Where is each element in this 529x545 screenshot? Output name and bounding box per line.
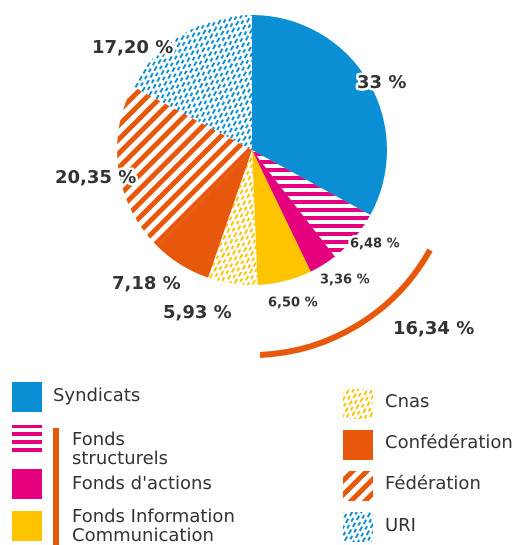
legend-swatch <box>12 469 42 499</box>
value-label: 5,93 % <box>163 302 232 323</box>
legend-label: Fonds Information Communication <box>72 506 235 545</box>
value-label: 6,48 % <box>350 237 400 252</box>
legend-label: Syndicats <box>53 385 141 406</box>
value-label: 20,35 % <box>55 167 136 188</box>
pie-slice <box>252 150 335 272</box>
value-label: 17,20 % <box>92 37 173 58</box>
legend-swatch <box>12 511 42 541</box>
value-label: 3,36 % <box>320 273 370 288</box>
group-arc <box>259 248 433 358</box>
pie-slice <box>252 150 311 285</box>
legend-label: Fonds structurels <box>72 429 169 469</box>
legend-swatch <box>343 430 373 460</box>
value-label: 33 % <box>357 72 406 93</box>
annotation: 16,34 % <box>393 318 474 339</box>
legend-label: Confédération <box>385 432 513 453</box>
legend-label: URI <box>385 515 416 536</box>
legend-swatch <box>12 425 42 455</box>
legend-label: Cnas <box>385 391 430 412</box>
legend-swatch <box>12 382 42 412</box>
legend-swatch <box>343 512 373 542</box>
value-label: 6,50 % <box>268 296 318 311</box>
legend-label: Fédération <box>385 473 481 494</box>
pie-slice <box>117 86 252 246</box>
pie-slice <box>208 150 258 285</box>
pie-slice <box>252 150 371 257</box>
group-bar <box>53 428 59 545</box>
legend-swatch <box>343 471 373 501</box>
pie-slice <box>252 15 387 216</box>
legend-label: Fonds d'actions <box>72 473 212 494</box>
legend-swatch <box>343 389 373 419</box>
value-label: 7,18 % <box>112 273 181 294</box>
pie-slice <box>132 15 252 150</box>
pie-slice <box>156 150 252 278</box>
